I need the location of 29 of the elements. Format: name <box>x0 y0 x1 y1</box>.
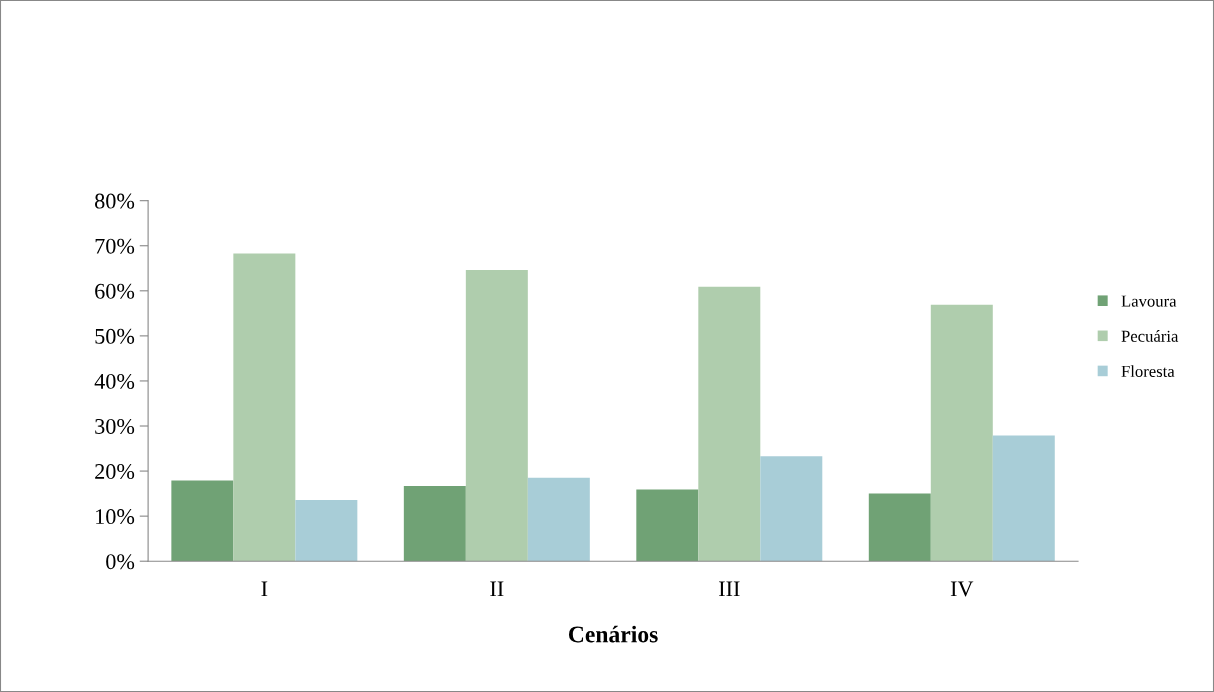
y-tick-label: 80% <box>95 193 135 209</box>
y-tick-label: 70% <box>95 238 135 254</box>
y-tick-label: 60% <box>95 283 135 299</box>
bar <box>930 304 993 562</box>
bar <box>698 286 761 562</box>
bar <box>868 493 931 562</box>
y-tick-label: 40% <box>94 373 135 389</box>
y-tick-label: 0% <box>106 554 135 570</box>
x-tick-label: IV <box>950 581 974 597</box>
y-tick-label: 10% <box>96 509 135 525</box>
bar <box>171 480 234 562</box>
legend-label: Pecuária <box>1121 330 1179 342</box>
bar <box>527 477 590 562</box>
bar <box>295 499 358 562</box>
x-tick-label: II <box>490 581 504 597</box>
x-axis-title: Cenários <box>568 625 658 643</box>
bar <box>992 435 1055 562</box>
bar <box>465 270 528 562</box>
bar <box>636 489 699 562</box>
x-tick-label: I <box>261 581 268 597</box>
bar <box>403 485 466 562</box>
legend-label: Floresta <box>1121 365 1175 377</box>
bar <box>760 456 823 562</box>
bar <box>233 253 296 562</box>
y-tick-label: 20% <box>95 464 135 480</box>
legend-label: Lavoura <box>1121 295 1177 307</box>
y-tick-label: 50% <box>95 328 135 344</box>
y-tick-label: 30% <box>95 418 135 435</box>
x-tick-label: III <box>719 581 740 597</box>
